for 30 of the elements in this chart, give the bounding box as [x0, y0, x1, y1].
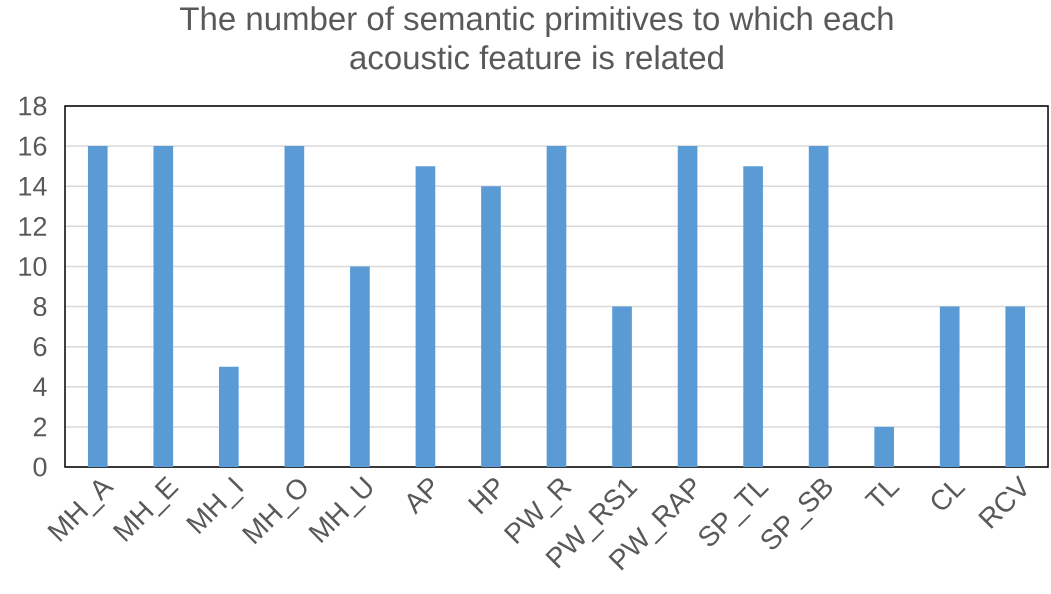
- y-tick-label: 8: [33, 296, 47, 317]
- chart-title: The number of semantic primitives to which each acoustic feature is related: [180, 6, 893, 70]
- bar: [874, 426, 895, 467]
- y-tick-label: 4: [33, 377, 47, 397]
- x-tick-label: CL: [931, 482, 966, 510]
- y-tick-label: 14: [19, 176, 47, 196]
- y-tick-label: 12: [19, 216, 47, 236]
- y-tick-label: 2: [33, 417, 47, 437]
- y-tick-label: 0: [33, 457, 47, 477]
- bar: [1005, 306, 1026, 467]
- bar: [939, 306, 960, 467]
- bar: [219, 366, 239, 467]
- bar: [87, 146, 108, 467]
- bar: [284, 146, 305, 467]
- y-tick-label: 6: [33, 337, 47, 357]
- y-tick-label: 10: [19, 256, 47, 276]
- bar: [546, 146, 567, 467]
- bar: [677, 146, 698, 467]
- x-tick-label: TL: [864, 482, 900, 507]
- y-tick-label: 16: [19, 136, 47, 156]
- bar: [153, 146, 174, 467]
- x-tick-label: AP: [407, 478, 434, 515]
- bar: [808, 146, 829, 467]
- y-tick-label: 18: [19, 96, 47, 116]
- bar: [415, 166, 436, 467]
- bar: [481, 186, 501, 467]
- x-tick-label: HP: [467, 478, 499, 515]
- bar: [743, 166, 763, 467]
- bar: [612, 306, 632, 467]
- bar: [350, 266, 370, 467]
